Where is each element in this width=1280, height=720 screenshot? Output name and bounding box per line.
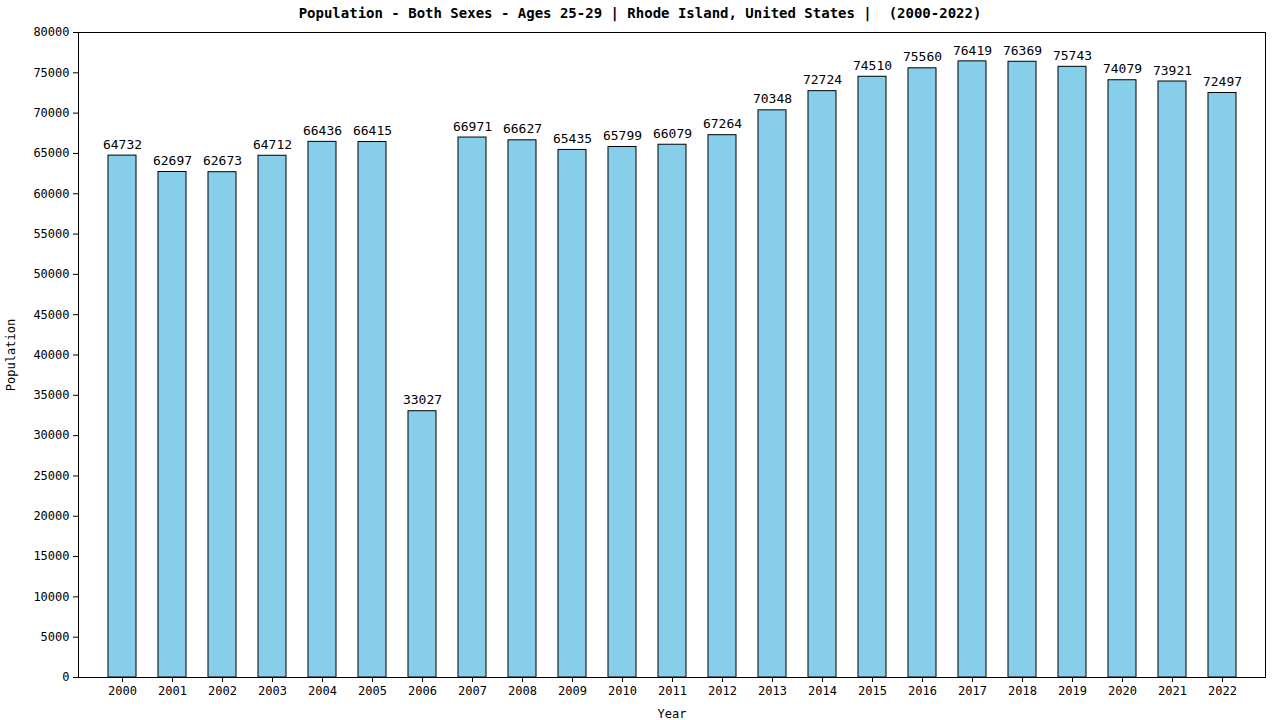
svg-text:2012: 2012 xyxy=(708,684,737,698)
svg-text:2000: 2000 xyxy=(108,684,137,698)
svg-text:2018: 2018 xyxy=(1008,684,1037,698)
svg-text:73921: 73921 xyxy=(1153,63,1192,78)
svg-text:65000: 65000 xyxy=(33,146,69,160)
svg-text:60000: 60000 xyxy=(33,187,69,201)
svg-text:67264: 67264 xyxy=(703,116,742,131)
svg-text:2021: 2021 xyxy=(1158,684,1187,698)
svg-text:66971: 66971 xyxy=(453,119,492,134)
svg-text:35000: 35000 xyxy=(33,388,69,402)
svg-text:66079: 66079 xyxy=(653,126,692,141)
svg-text:2001: 2001 xyxy=(158,684,187,698)
svg-text:2022: 2022 xyxy=(1208,684,1237,698)
svg-text:64712: 64712 xyxy=(253,137,292,152)
svg-text:20000: 20000 xyxy=(33,509,69,523)
svg-text:2006: 2006 xyxy=(408,684,437,698)
html-text:Population - Both Sexes - Ages: Population - Both Sexes - Ages 25-29 | R… xyxy=(298,5,982,21)
svg-text:72724: 72724 xyxy=(803,72,842,87)
svg-text:Population: Population xyxy=(4,319,18,391)
svg-text:75000: 75000 xyxy=(33,66,69,80)
svg-text:70000: 70000 xyxy=(33,106,69,120)
svg-text:64732: 64732 xyxy=(103,137,142,152)
svg-text:2020: 2020 xyxy=(1108,684,1137,698)
svg-text:30000: 30000 xyxy=(33,428,69,442)
svg-text:50000: 50000 xyxy=(33,267,69,281)
svg-text:Year: Year xyxy=(658,707,687,720)
svg-text:2004: 2004 xyxy=(308,684,337,698)
svg-text:70348: 70348 xyxy=(753,91,792,106)
svg-text:5000: 5000 xyxy=(41,630,70,644)
svg-text:66436: 66436 xyxy=(303,123,342,138)
svg-text:2008: 2008 xyxy=(508,684,537,698)
svg-text:40000: 40000 xyxy=(33,348,69,362)
svg-text:2019: 2019 xyxy=(1058,684,1087,698)
svg-text:0: 0 xyxy=(62,670,69,684)
svg-text:2015: 2015 xyxy=(858,684,887,698)
svg-text:74079: 74079 xyxy=(1103,61,1142,76)
svg-text:55000: 55000 xyxy=(33,227,69,241)
svg-text:25000: 25000 xyxy=(33,469,69,483)
svg-text:75560: 75560 xyxy=(903,49,942,64)
svg-text:45000: 45000 xyxy=(33,308,69,322)
svg-text:62697: 62697 xyxy=(153,153,192,168)
svg-text:2017: 2017 xyxy=(958,684,987,698)
svg-text:2013: 2013 xyxy=(758,684,787,698)
svg-text:2002: 2002 xyxy=(208,684,237,698)
svg-text:2009: 2009 xyxy=(558,684,587,698)
svg-text:2007: 2007 xyxy=(458,684,487,698)
svg-text:65799: 65799 xyxy=(603,128,642,143)
svg-text:75743: 75743 xyxy=(1053,48,1092,63)
svg-text:72497: 72497 xyxy=(1203,74,1242,89)
svg-text:74510: 74510 xyxy=(853,58,892,73)
svg-text:2003: 2003 xyxy=(258,684,287,698)
svg-text:66415: 66415 xyxy=(353,123,392,138)
svg-text:65435: 65435 xyxy=(553,131,592,146)
svg-text:2016: 2016 xyxy=(908,684,937,698)
svg-text:2005: 2005 xyxy=(358,684,387,698)
svg-text:76369: 76369 xyxy=(1003,43,1042,58)
svg-text:76419: 76419 xyxy=(953,43,992,58)
svg-text:66627: 66627 xyxy=(503,121,542,136)
svg-text:15000: 15000 xyxy=(33,549,69,563)
svg-text:2010: 2010 xyxy=(608,684,637,698)
svg-text:62673: 62673 xyxy=(203,153,242,168)
svg-text:33027: 33027 xyxy=(403,392,442,407)
svg-text:2014: 2014 xyxy=(808,684,837,698)
svg-text:10000: 10000 xyxy=(33,590,69,604)
svg-text:80000: 80000 xyxy=(33,25,69,39)
svg-text:2011: 2011 xyxy=(658,684,687,698)
